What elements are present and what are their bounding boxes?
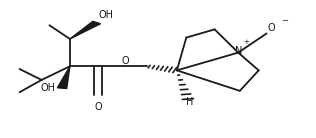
Polygon shape	[58, 66, 70, 88]
Text: O: O	[267, 23, 275, 33]
Text: OH: OH	[98, 10, 113, 20]
Text: OH: OH	[41, 83, 56, 93]
Text: O: O	[94, 102, 102, 112]
Polygon shape	[70, 21, 100, 39]
Text: N: N	[234, 46, 242, 56]
Text: H: H	[186, 97, 193, 108]
Text: O: O	[121, 56, 129, 67]
Text: −: −	[281, 16, 288, 25]
Text: +: +	[243, 39, 249, 45]
